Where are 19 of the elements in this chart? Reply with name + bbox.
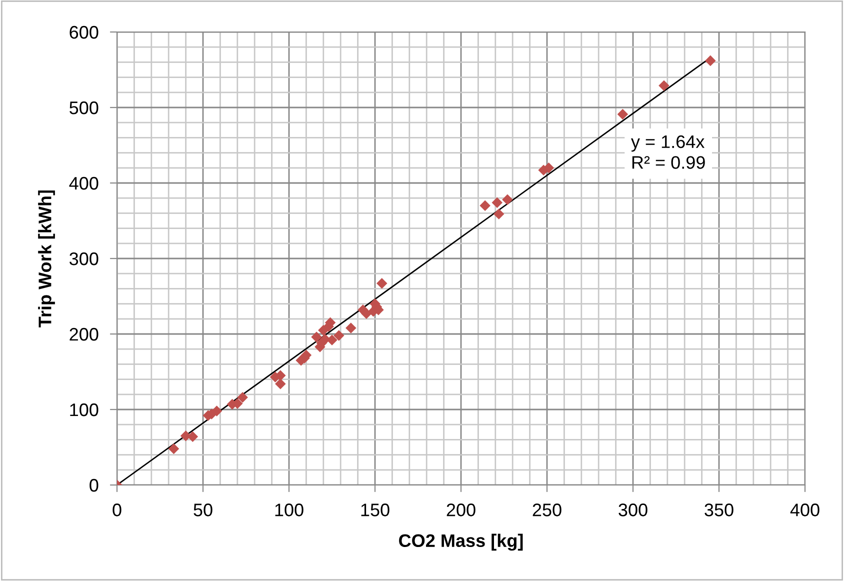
y-axis-title: Trip Work [kWh] — [38, 190, 55, 328]
y-tick-label: 200 — [70, 328, 98, 341]
x-tick-label: 400 — [790, 504, 820, 516]
x-tick-label: 250 — [532, 504, 562, 516]
x-tick-label: 50 — [194, 504, 212, 516]
annotation: y = 1.64x R² = 0.99 — [630, 135, 705, 169]
x-tick-label: 300 — [618, 504, 648, 516]
y-tick-label: 300 — [70, 252, 98, 266]
y-tick-label: 100 — [70, 403, 98, 416]
x-tick-label: 100 — [275, 504, 304, 516]
x-tick-label: 0 — [112, 504, 122, 516]
x-tick-label: 150 — [361, 504, 390, 516]
y-tick-label: 500 — [70, 101, 98, 114]
y-tick-label: 400 — [69, 176, 98, 190]
x-axis-title: CO2 Mass [kg] — [399, 534, 523, 551]
x-tick-label: 200 — [446, 504, 476, 516]
y-tick-label: 600 — [70, 26, 98, 39]
y-tick-label: 0 — [90, 478, 98, 492]
x-tick-label: 350 — [704, 504, 734, 516]
